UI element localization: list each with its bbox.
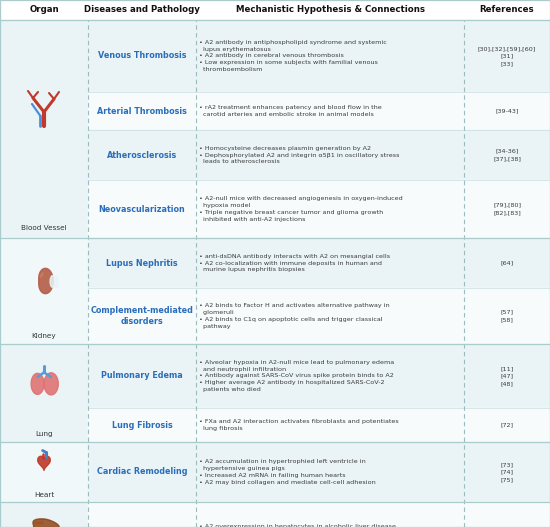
Text: Heart: Heart <box>34 492 54 498</box>
Bar <box>0 0 550 20</box>
Bar <box>88 344 550 408</box>
Text: Atherosclerosis: Atherosclerosis <box>107 151 177 160</box>
Text: • A2 binds to Factor H and activates alternative pathway in
  glomeruli
• A2 bin: • A2 binds to Factor H and activates alt… <box>199 304 389 329</box>
Text: [11]
[47]
[48]: [11] [47] [48] <box>500 366 514 386</box>
Polygon shape <box>39 268 53 294</box>
Text: Kidney: Kidney <box>32 333 56 339</box>
Text: • rA2 treatment enhances patency and blood flow in the
  carotid arteries and em: • rA2 treatment enhances patency and blo… <box>199 105 382 117</box>
Text: • Homocysteine decreases plasmin generation by A2
• Dephosphorylated A2 and inte: • Homocysteine decreases plasmin generat… <box>199 145 399 164</box>
Text: Arterial Thrombosis: Arterial Thrombosis <box>97 106 187 115</box>
Text: [72]: [72] <box>500 423 514 427</box>
Bar <box>88 180 550 238</box>
Text: Organ: Organ <box>29 5 59 15</box>
Text: Pulmonary Edema: Pulmonary Edema <box>101 372 183 380</box>
Text: • A2 antibody in antiphospholipid syndrome and systemic
  lupus erythematosus
• : • A2 antibody in antiphospholipid syndro… <box>199 40 387 72</box>
Text: • A2 overexpression in hepatocytes in alcoholic liver disease
  and hepatitis B
: • A2 overexpression in hepatocytes in al… <box>199 524 399 527</box>
Text: Lung Fibrosis: Lung Fibrosis <box>112 421 172 430</box>
Text: [34-36]
[37],[38]: [34-36] [37],[38] <box>493 149 521 161</box>
Bar <box>88 442 550 502</box>
Text: • Alveolar hypoxia in A2-null mice lead to pulmonary edema
  and neutrophil infi: • Alveolar hypoxia in A2-null mice lead … <box>199 360 394 392</box>
Polygon shape <box>33 519 59 527</box>
Bar <box>0 238 88 344</box>
Text: Complement-mediated
disorders: Complement-mediated disorders <box>91 306 194 326</box>
Text: [79],[80]
[82],[83]: [79],[80] [82],[83] <box>493 203 521 216</box>
Text: Cardiac Remodeling: Cardiac Remodeling <box>97 467 187 476</box>
Bar <box>0 502 88 527</box>
Text: [64]: [64] <box>500 260 514 266</box>
Text: [57]
[58]: [57] [58] <box>500 310 514 323</box>
Text: • anti-dsDNA antibody interacts with A2 on mesangial cells
• A2 co-localization : • anti-dsDNA antibody interacts with A2 … <box>199 253 390 272</box>
Polygon shape <box>31 373 44 394</box>
Text: • FXa and A2 interaction activates fibroblasts and potentiates
  lung fibrosis: • FXa and A2 interaction activates fibro… <box>199 419 399 431</box>
Text: Mechanistic Hypothesis & Connections: Mechanistic Hypothesis & Connections <box>235 5 425 15</box>
Bar <box>88 238 550 288</box>
Text: References: References <box>480 5 534 15</box>
Text: Venous Thrombosis: Venous Thrombosis <box>98 52 186 61</box>
Polygon shape <box>44 373 58 395</box>
Bar <box>0 20 88 238</box>
Polygon shape <box>38 456 50 470</box>
Text: • A2-null mice with decreased angiogenesis in oxygen-induced
  hypoxia model
• T: • A2-null mice with decreased angiogenes… <box>199 196 403 222</box>
Text: [73]
[74]
[75]: [73] [74] [75] <box>500 462 514 482</box>
Bar <box>88 130 550 180</box>
Text: Diseases and Pathology: Diseases and Pathology <box>84 5 200 15</box>
Bar <box>88 92 550 130</box>
Text: Neovascularization: Neovascularization <box>98 204 185 213</box>
Text: • A2 accumulation in hypertrophied left ventricle in
  hypertensive guinea pigs
: • A2 accumulation in hypertrophied left … <box>199 460 376 485</box>
Text: [30],[32],[59],[60]
[31]
[33]: [30],[32],[59],[60] [31] [33] <box>478 46 536 66</box>
Bar <box>88 408 550 442</box>
Bar <box>88 20 550 92</box>
Bar <box>88 288 550 344</box>
Bar <box>0 442 88 502</box>
Text: Blood Vessel: Blood Vessel <box>21 225 67 231</box>
Bar <box>88 502 550 527</box>
Text: Lung: Lung <box>35 431 53 437</box>
Text: [39-43]: [39-43] <box>496 109 519 113</box>
Bar <box>0 344 88 442</box>
Text: Lupus Nephritis: Lupus Nephritis <box>106 259 178 268</box>
